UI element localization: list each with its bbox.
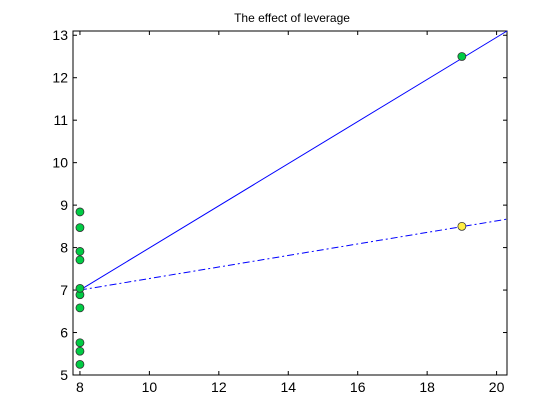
- y-tick-label: 9: [60, 197, 68, 213]
- x-axis: 8 10 12 14 16 18 20: [76, 31, 505, 395]
- y-tick-label: 13: [52, 27, 68, 43]
- data-point: [75, 283, 85, 293]
- fit-line-dash-dot: [79, 218, 508, 291]
- data-point: [75, 346, 85, 356]
- data-points: [75, 52, 467, 369]
- y-tick-label: 5: [60, 367, 68, 383]
- x-tick-label: 14: [280, 379, 296, 395]
- plot-area: [72, 30, 508, 376]
- data-point: [457, 52, 467, 61]
- y-axis: 5 6 7 8 9 10 11 12 13: [52, 27, 507, 383]
- y-tick-label: 12: [52, 70, 68, 86]
- data-point: [75, 207, 85, 217]
- fit-line-solid: [79, 30, 508, 291]
- data-point: [75, 255, 85, 265]
- data-point: [75, 338, 85, 348]
- data-point: [75, 303, 85, 313]
- data-point: [75, 247, 85, 256]
- y-tick-label: 8: [60, 240, 68, 256]
- x-tick-label: 8: [76, 379, 84, 395]
- y-tick-label: 6: [60, 325, 68, 341]
- y-tick-label: 11: [53, 112, 68, 128]
- fit-lines: [79, 30, 508, 291]
- highlighted-data-point: [457, 221, 467, 231]
- y-tick-label: 7: [60, 282, 68, 298]
- x-tick-label: 18: [419, 379, 435, 395]
- chart-title: The effect of leverage: [234, 11, 350, 25]
- data-point: [75, 359, 85, 369]
- y-tick-label: 10: [52, 155, 68, 171]
- x-tick-label: 16: [350, 379, 366, 395]
- x-tick-label: 10: [142, 379, 158, 395]
- x-tick-label: 20: [489, 379, 505, 395]
- data-point: [75, 223, 85, 233]
- x-tick-label: 12: [211, 379, 227, 395]
